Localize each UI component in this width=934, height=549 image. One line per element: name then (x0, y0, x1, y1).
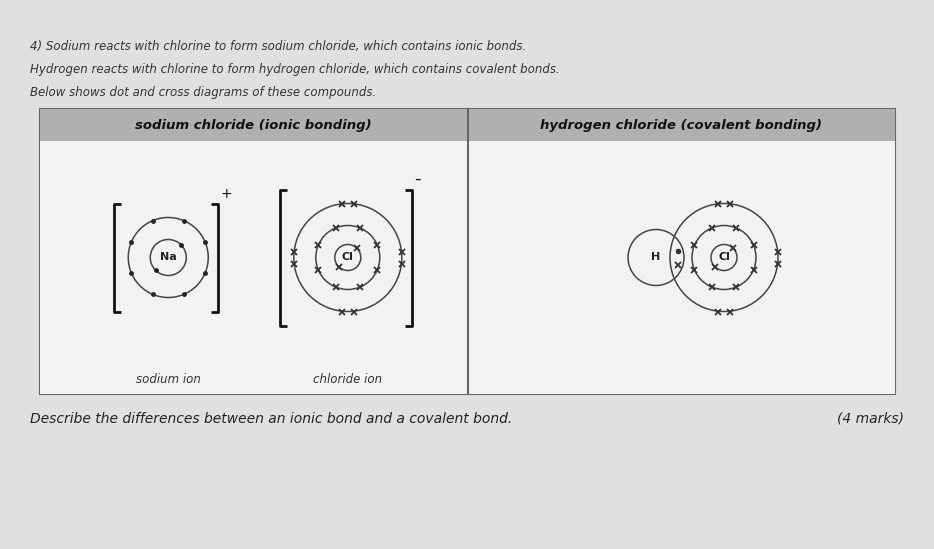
Bar (468, 109, 895, 141)
Bar (40, 141, 468, 394)
Text: -: - (414, 170, 420, 188)
Text: Below shows dot and cross diagrams of these compounds.: Below shows dot and cross diagrams of th… (30, 86, 376, 99)
Text: sodium chloride (ionic bonding): sodium chloride (ionic bonding) (135, 119, 372, 132)
Text: hydrogen chloride (covalent bonding): hydrogen chloride (covalent bonding) (540, 119, 822, 132)
Bar (40, 109, 895, 394)
Text: chloride ion: chloride ion (313, 373, 382, 386)
Text: Hydrogen reacts with chlorine to form hydrogen chloride, which contains covalent: Hydrogen reacts with chlorine to form hy… (30, 63, 559, 76)
Text: (4 marks): (4 marks) (837, 412, 904, 426)
Text: 4) Sodium reacts with chlorine to form sodium chloride, which contains ionic bon: 4) Sodium reacts with chlorine to form s… (30, 40, 526, 53)
Text: Cl: Cl (342, 253, 354, 262)
Bar (468, 141, 895, 394)
Text: H: H (651, 253, 660, 262)
Text: Describe the differences between an ionic bond and a covalent bond.: Describe the differences between an ioni… (30, 412, 512, 426)
Bar (40, 109, 468, 141)
Text: +: + (220, 188, 232, 201)
Text: sodium ion: sodium ion (135, 373, 201, 386)
Text: Na: Na (160, 253, 177, 262)
Text: Cl: Cl (718, 253, 730, 262)
